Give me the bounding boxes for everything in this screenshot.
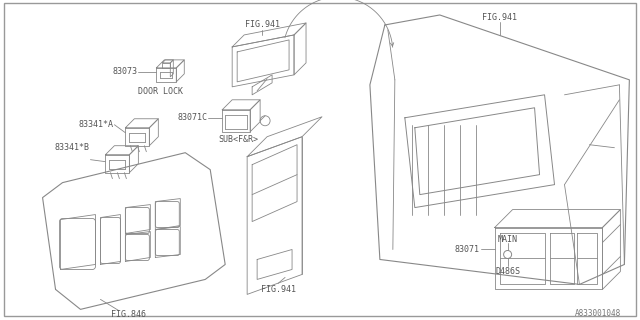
Text: FIG.846: FIG.846 [111, 310, 146, 319]
Text: SUB<F&R>: SUB<F&R> [218, 135, 258, 144]
Text: FIG.941: FIG.941 [260, 285, 296, 294]
Text: A833001048: A833001048 [575, 309, 621, 318]
Text: DOOR LOCK: DOOR LOCK [138, 87, 183, 96]
Text: FIG.941: FIG.941 [482, 13, 517, 22]
Text: 83341*A: 83341*A [79, 120, 113, 129]
Text: 83071: 83071 [454, 245, 479, 254]
Text: FIG.941: FIG.941 [244, 20, 280, 29]
Text: MAIN: MAIN [498, 235, 518, 244]
Text: 83341*B: 83341*B [54, 143, 90, 152]
Text: 83071C: 83071C [177, 113, 207, 122]
Text: 83073: 83073 [113, 67, 138, 76]
Text: D486S: D486S [495, 267, 520, 276]
